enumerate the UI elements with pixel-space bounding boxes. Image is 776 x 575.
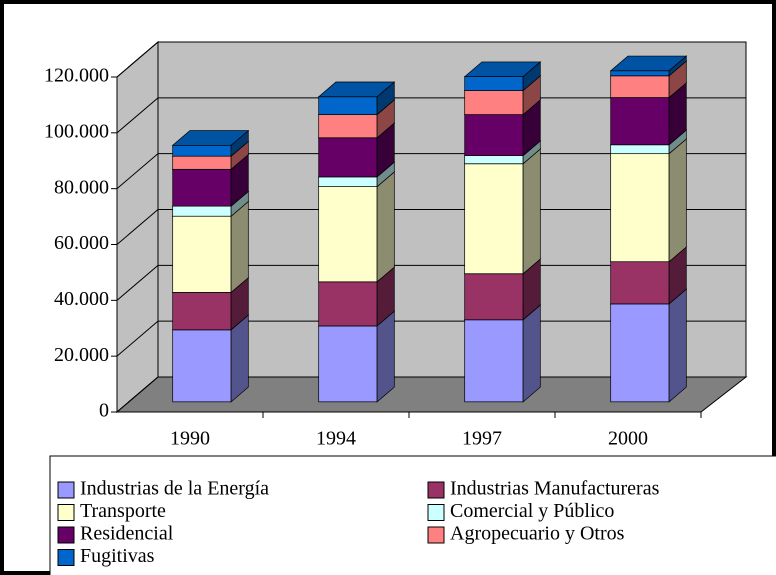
bar-segment bbox=[464, 114, 524, 156]
bar-segment bbox=[172, 215, 232, 293]
bar-top bbox=[317, 81, 396, 98]
legend-label: Residencial bbox=[80, 523, 174, 545]
bar-segment bbox=[464, 155, 524, 165]
legend-frame bbox=[49, 455, 776, 575]
bar-segment bbox=[610, 75, 670, 98]
bar-segment bbox=[610, 153, 670, 263]
bar-side bbox=[376, 310, 395, 403]
bar-top bbox=[463, 61, 542, 77]
y-tick-label: 120.000 bbox=[44, 65, 109, 87]
x-tick-label: 1990 bbox=[170, 428, 210, 450]
bar-segment bbox=[318, 176, 378, 187]
grid-line bbox=[116, 264, 746, 301]
bar-segment bbox=[610, 97, 670, 146]
y-tick-label: 100.000 bbox=[44, 120, 109, 142]
bar-segment bbox=[464, 163, 524, 275]
y-tick-label: 0 bbox=[99, 400, 109, 422]
bar-segment bbox=[318, 186, 378, 283]
bar-segment bbox=[318, 114, 378, 139]
y-tick-label: 20.000 bbox=[54, 344, 109, 366]
bar-side bbox=[230, 200, 249, 294]
y-tick-label: 80.000 bbox=[54, 176, 109, 198]
bar-segment bbox=[610, 144, 670, 155]
bar-segment bbox=[172, 168, 232, 207]
bar-segment bbox=[172, 205, 232, 217]
bar-segment bbox=[172, 292, 232, 331]
legend-swatch bbox=[57, 481, 75, 499]
legend-swatch bbox=[427, 526, 445, 544]
bar-segment bbox=[610, 303, 670, 403]
bar-side bbox=[522, 304, 541, 403]
bar-segment bbox=[610, 261, 670, 305]
grid-line bbox=[116, 376, 746, 413]
legend-label: Agropecuario y Otros bbox=[450, 523, 625, 545]
bar-segment bbox=[172, 155, 232, 170]
legend-swatch bbox=[57, 504, 75, 521]
bar-segment bbox=[610, 70, 670, 77]
legend-label: Fugitivas bbox=[80, 545, 155, 567]
bar-segment bbox=[318, 281, 378, 327]
bar-segment bbox=[464, 90, 524, 115]
legend-swatch bbox=[57, 526, 75, 544]
y-tick-label: 40.000 bbox=[54, 288, 109, 310]
legend-label: Transporte bbox=[80, 500, 166, 522]
y-tick-label: 60.000 bbox=[54, 232, 109, 254]
bar-segment bbox=[318, 96, 378, 115]
grid-line bbox=[116, 320, 746, 357]
legend-swatch bbox=[57, 549, 75, 566]
bar-segment bbox=[464, 76, 524, 91]
bar-segment bbox=[318, 137, 378, 178]
bar-segment bbox=[464, 273, 524, 321]
legend-swatch bbox=[427, 504, 445, 521]
grid-line bbox=[116, 153, 746, 190]
legend-label: Comercial y Público bbox=[450, 500, 614, 522]
bar-segment bbox=[318, 325, 378, 403]
grid-line bbox=[116, 41, 746, 78]
bar-side bbox=[522, 148, 541, 275]
bar-side bbox=[668, 288, 687, 403]
bar-top bbox=[609, 55, 688, 72]
bar-segment bbox=[464, 319, 524, 403]
bar-segment bbox=[172, 329, 232, 403]
bar-segment bbox=[172, 144, 232, 157]
bar-side bbox=[230, 314, 249, 403]
x-tick-label: 1997 bbox=[462, 428, 502, 450]
legend-label: Industrias Manufactureras bbox=[450, 478, 660, 500]
bar-side bbox=[376, 171, 395, 283]
x-tick-label: 1994 bbox=[316, 428, 356, 450]
x-tick-label: 2000 bbox=[608, 428, 648, 450]
bar-top bbox=[171, 130, 250, 146]
grid-line bbox=[116, 209, 746, 245]
grid-line bbox=[116, 97, 746, 134]
legend-swatch bbox=[427, 481, 445, 499]
bar-side bbox=[668, 138, 687, 263]
legend-label: Industrias de la Energía bbox=[80, 478, 269, 500]
